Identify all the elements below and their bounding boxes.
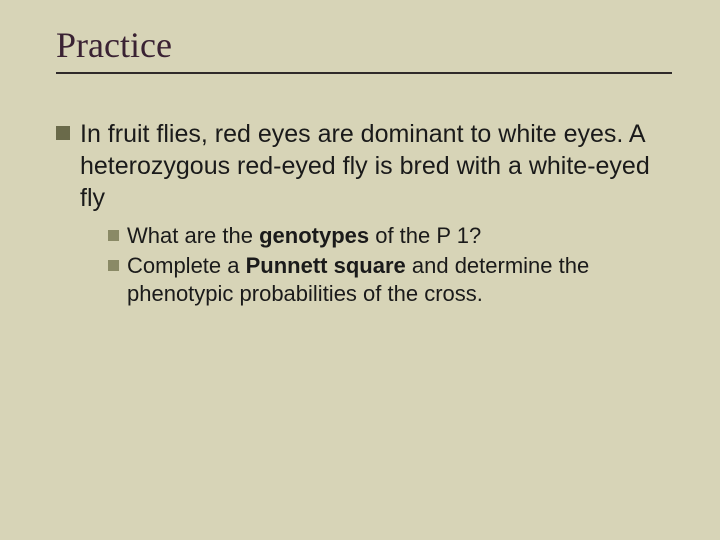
square-bullet-icon [108, 230, 119, 241]
sub-point-a: What are the genotypes of the P 1? [127, 222, 481, 250]
list-item: In fruit flies, red eyes are dominant to… [56, 118, 672, 214]
bold-text: Punnett square [246, 253, 406, 278]
square-bullet-icon [56, 126, 70, 140]
slide: Practice In fruit flies, red eyes are do… [0, 0, 720, 540]
text-run: Complete a [127, 253, 246, 278]
main-point-text: In fruit flies, red eyes are dominant to… [80, 118, 672, 214]
square-bullet-icon [108, 260, 119, 271]
title-underline [56, 72, 672, 74]
text-run: What are the [127, 223, 259, 248]
text-run: of the P 1? [369, 223, 481, 248]
sub-point-b: Complete a Punnett square and determine … [127, 252, 672, 308]
bold-text: genotypes [259, 223, 369, 248]
list-item: What are the genotypes of the P 1? [108, 222, 672, 250]
list-item: Complete a Punnett square and determine … [108, 252, 672, 308]
sublist: What are the genotypes of the P 1? Compl… [108, 222, 672, 308]
slide-title: Practice [56, 24, 672, 66]
